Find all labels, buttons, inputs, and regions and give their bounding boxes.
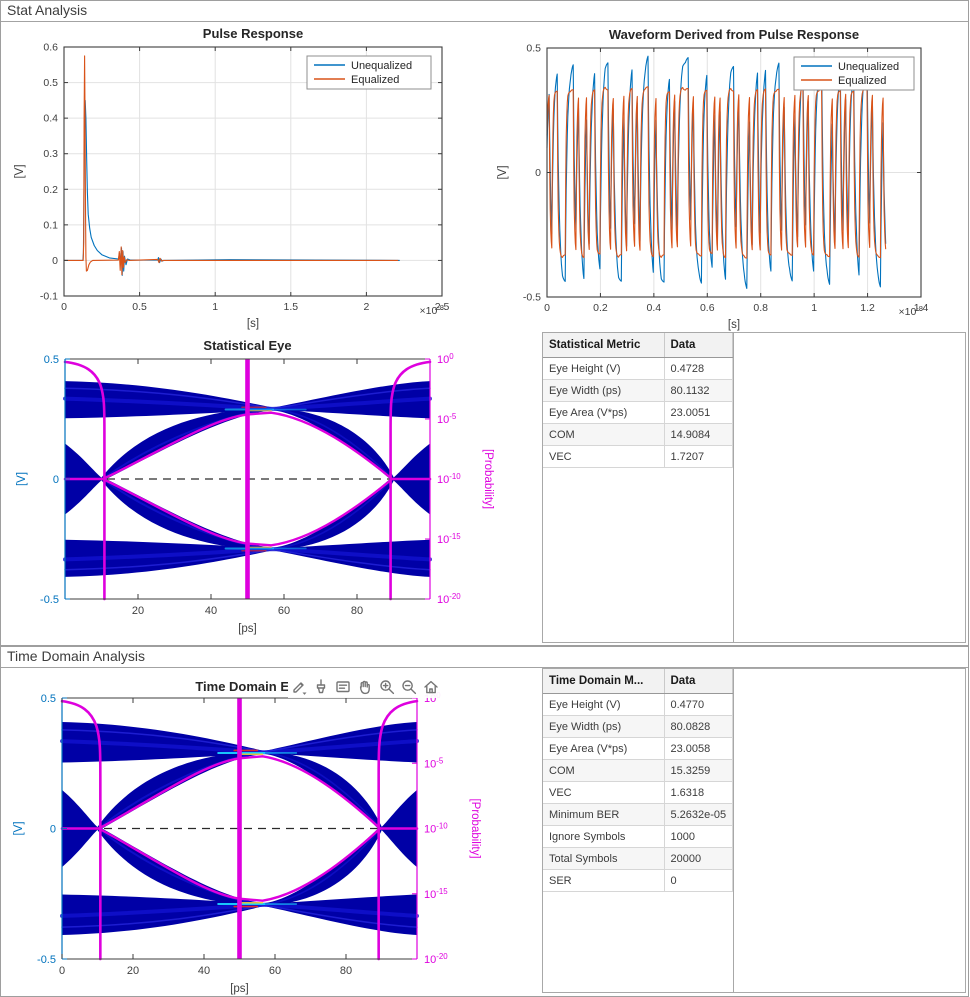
table-header-cell[interactable]: Time Domain M... (543, 669, 665, 694)
table-cell[interactable]: VEC (543, 445, 665, 468)
table-row[interactable]: COM 15.3259 (543, 759, 733, 782)
table-cell[interactable]: 0.4728 (664, 357, 733, 380)
table-header-cell[interactable]: Data (664, 669, 733, 694)
table-header-cell[interactable]: Statistical Metric (543, 333, 665, 358)
table-cell[interactable]: Minimum BER (543, 803, 665, 826)
table-row[interactable]: Eye Area (V*ps) 23.0058 (543, 737, 733, 760)
zoom-out-icon[interactable] (400, 678, 418, 696)
time-empty-panel (733, 668, 966, 993)
table-cell[interactable]: 1000 (664, 825, 733, 848)
table-header-row: Statistical Metric Data (543, 333, 733, 358)
table-cell[interactable]: 14.9084 (664, 423, 733, 446)
table-cell[interactable]: SER (543, 869, 665, 892)
table-row[interactable]: Eye Height (V) 0.4770 (543, 693, 733, 716)
table-cell[interactable]: 23.0051 (664, 401, 733, 424)
table-cell[interactable]: Eye Height (V) (543, 693, 665, 716)
home-icon[interactable] (422, 678, 440, 696)
brush-icon[interactable] (312, 678, 330, 696)
export-icon[interactable] (290, 678, 308, 696)
table-row[interactable]: COM 14.9084 (543, 423, 733, 446)
datatips-icon[interactable] (334, 678, 352, 696)
stat-metrics-table[interactable]: Statistical Metric Data Eye Height (V) 0.4… (542, 332, 734, 643)
time-panel-title: Time Domain Analysis (1, 647, 968, 668)
table-row[interactable]: Eye Width (ps) 80.1132 (543, 379, 733, 402)
table-cell[interactable]: 1.7207 (664, 445, 733, 468)
table-row[interactable]: SER 0 (543, 869, 733, 892)
table-cell[interactable]: Eye Height (V) (543, 357, 665, 380)
table-cell[interactable]: Eye Area (V*ps) (543, 401, 665, 424)
stat-empty-panel (733, 332, 966, 643)
table-cell[interactable]: 1.6318 (664, 781, 733, 804)
table-row[interactable]: VEC 1.7207 (543, 445, 733, 468)
table-row[interactable]: Eye Height (V) 0.4728 (543, 357, 733, 380)
table-row[interactable]: Ignore Symbols 1000 (543, 825, 733, 848)
table-cell[interactable]: COM (543, 759, 665, 782)
table-header-row: Time Domain M... Data (543, 669, 733, 694)
stat-panel-title: Stat Analysis (1, 1, 968, 22)
table-row[interactable]: Total Symbols 20000 (543, 847, 733, 870)
time-metrics-table[interactable]: Time Domain M... Data Eye Height (V) 0.477… (542, 668, 734, 993)
table-cell[interactable]: COM (543, 423, 665, 446)
table-cell[interactable]: Eye Width (ps) (543, 715, 665, 738)
table-cell[interactable]: 80.0828 (664, 715, 733, 738)
table-cell[interactable]: 0.4770 (664, 693, 733, 716)
table-cell[interactable]: 5.2632e-05 (664, 803, 733, 826)
table-cell[interactable]: 23.0058 (664, 737, 733, 760)
axes-toolbar (288, 676, 442, 698)
table-cell[interactable]: Eye Width (ps) (543, 379, 665, 402)
zoom-in-icon[interactable] (378, 678, 396, 696)
table-row[interactable]: Minimum BER 5.2632e-05 (543, 803, 733, 826)
table-cell[interactable]: 15.3259 (664, 759, 733, 782)
table-cell[interactable]: 20000 (664, 847, 733, 870)
table-cell[interactable]: Total Symbols (543, 847, 665, 870)
table-row[interactable]: Eye Width (ps) 80.0828 (543, 715, 733, 738)
table-cell[interactable]: VEC (543, 781, 665, 804)
table-header-cell[interactable]: Data (664, 333, 733, 358)
table-cell[interactable]: 0 (664, 869, 733, 892)
table-row[interactable]: VEC 1.6318 (543, 781, 733, 804)
table-row[interactable]: Eye Area (V*ps) 23.0051 (543, 401, 733, 424)
table-cell[interactable]: Eye Area (V*ps) (543, 737, 665, 760)
table-cell[interactable]: Ignore Symbols (543, 825, 665, 848)
pan-icon[interactable] (356, 678, 374, 696)
table-cell[interactable]: 80.1132 (664, 379, 733, 402)
